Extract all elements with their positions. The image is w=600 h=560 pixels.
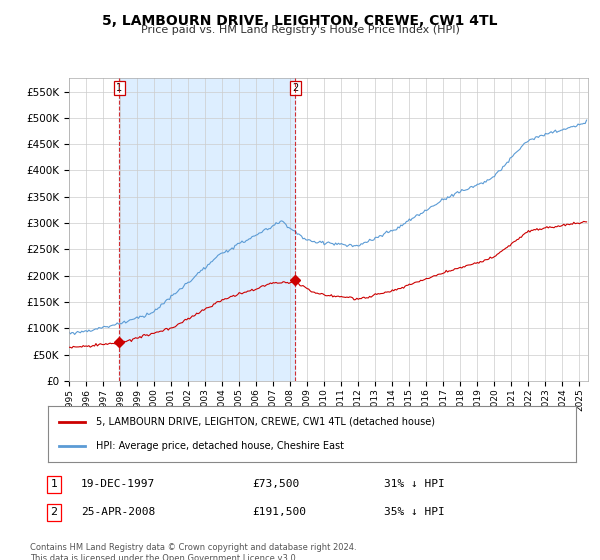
Text: 31% ↓ HPI: 31% ↓ HPI xyxy=(384,479,445,489)
Text: 5, LAMBOURN DRIVE, LEIGHTON, CREWE, CW1 4TL: 5, LAMBOURN DRIVE, LEIGHTON, CREWE, CW1 … xyxy=(102,14,498,28)
Text: Price paid vs. HM Land Registry's House Price Index (HPI): Price paid vs. HM Land Registry's House … xyxy=(140,25,460,35)
Text: 2: 2 xyxy=(292,83,299,93)
Text: 35% ↓ HPI: 35% ↓ HPI xyxy=(384,507,445,517)
Text: £191,500: £191,500 xyxy=(252,507,306,517)
Text: 1: 1 xyxy=(116,83,122,93)
Text: 19-DEC-1997: 19-DEC-1997 xyxy=(81,479,155,489)
Text: 2: 2 xyxy=(50,507,58,517)
Text: 1: 1 xyxy=(50,479,58,489)
Text: £73,500: £73,500 xyxy=(252,479,299,489)
Text: 25-APR-2008: 25-APR-2008 xyxy=(81,507,155,517)
Bar xyxy=(119,78,295,381)
Text: HPI: Average price, detached house, Cheshire East: HPI: Average price, detached house, Ches… xyxy=(95,441,344,451)
Text: 5, LAMBOURN DRIVE, LEIGHTON, CREWE, CW1 4TL (detached house): 5, LAMBOURN DRIVE, LEIGHTON, CREWE, CW1 … xyxy=(95,417,434,427)
Text: Contains HM Land Registry data © Crown copyright and database right 2024.
This d: Contains HM Land Registry data © Crown c… xyxy=(30,543,356,560)
